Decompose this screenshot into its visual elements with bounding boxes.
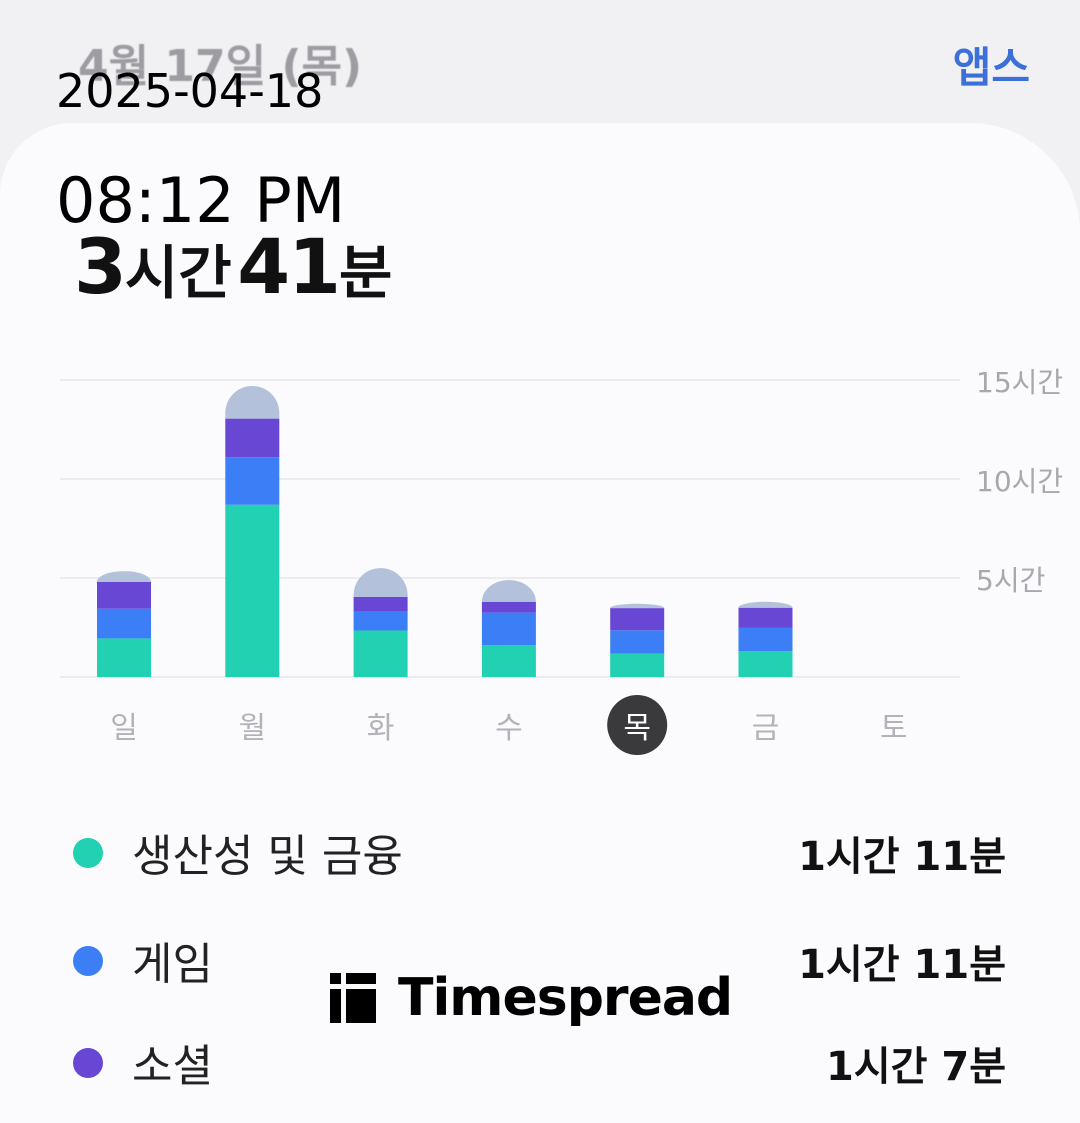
x-tick-label: 목 (623, 711, 651, 746)
x-tick-label: 화 (367, 711, 395, 746)
legend-dot-game (73, 946, 103, 976)
legend-value-social: 1시간 7분 (826, 1044, 1006, 1090)
bar-segment (481, 579, 536, 602)
y-tick-label: 15시간 (976, 366, 1063, 399)
timestamp-time: 08:12 PM (56, 164, 346, 237)
legend-label-productivity: 생산성 및 금융 (132, 831, 403, 882)
bar-segment (225, 504, 280, 677)
legend-row-productivity[interactable]: 생산성 및 금융 1시간 11분 (0, 812, 1080, 892)
header-date: 4월 17일 (목) (78, 41, 363, 92)
watermark: Timespread (330, 968, 733, 1028)
legend-value-productivity: 1시간 11분 (798, 834, 1006, 880)
x-tick-label: 토 (880, 711, 908, 746)
legend-dot-productivity (73, 838, 103, 868)
bar-segment (353, 630, 408, 677)
legend-row-social[interactable]: 소셜 1시간 7분 (0, 1022, 1080, 1102)
legend-value-game: 1시간 11분 (798, 942, 1006, 988)
total-hours-unit: 시간 (124, 239, 232, 307)
x-tick-label: 월 (238, 711, 266, 746)
bar-segment (610, 630, 665, 654)
legend-label-social: 소셜 (132, 1041, 213, 1092)
bar-segment (738, 651, 793, 677)
legend-row-game[interactable]: 게임 1시간 11분 (0, 920, 1080, 1000)
bar-segment (353, 596, 408, 612)
bar-segment (738, 607, 793, 628)
bar-segment (225, 418, 280, 458)
legend-label-game: 게임 (132, 939, 213, 990)
x-tick-label: 금 (752, 711, 780, 746)
selected-day-highlight (607, 695, 668, 755)
x-tick-label: 일 (110, 711, 138, 746)
bar-segment (481, 601, 536, 613)
bar-segment (610, 653, 665, 677)
bar-segment (353, 568, 408, 597)
total-minutes: 41 (237, 222, 341, 311)
bar-segment (610, 608, 665, 631)
bar-segment (97, 581, 151, 609)
bar-segment (97, 608, 151, 639)
timespread-logo-icon (330, 973, 376, 1023)
bar-segment (97, 571, 151, 582)
watermark-text: Timespread (398, 968, 733, 1028)
total-screen-time: 3시간 41분 (74, 222, 392, 311)
total-minutes-unit: 분 (338, 239, 393, 307)
bar-segment (97, 638, 151, 677)
bar-segment (610, 603, 665, 609)
content-card (0, 123, 1080, 1123)
bar-segment (738, 627, 793, 652)
bar-segment (353, 611, 408, 631)
y-tick-label: 5시간 (976, 564, 1045, 597)
timestamp-date: 2025-04-18 (56, 64, 324, 118)
legend-dot-social (73, 1048, 103, 1078)
bar-segment (225, 457, 280, 505)
bar-segment (225, 385, 280, 419)
x-tick-label: 수 (495, 711, 523, 746)
bar-segment (738, 601, 793, 608)
total-hours: 3 (74, 222, 127, 311)
bar-segment (481, 612, 536, 646)
bar-segment (481, 645, 536, 677)
y-tick-label: 10시간 (976, 465, 1063, 498)
apps-link[interactable]: 앱스 (952, 43, 1030, 92)
